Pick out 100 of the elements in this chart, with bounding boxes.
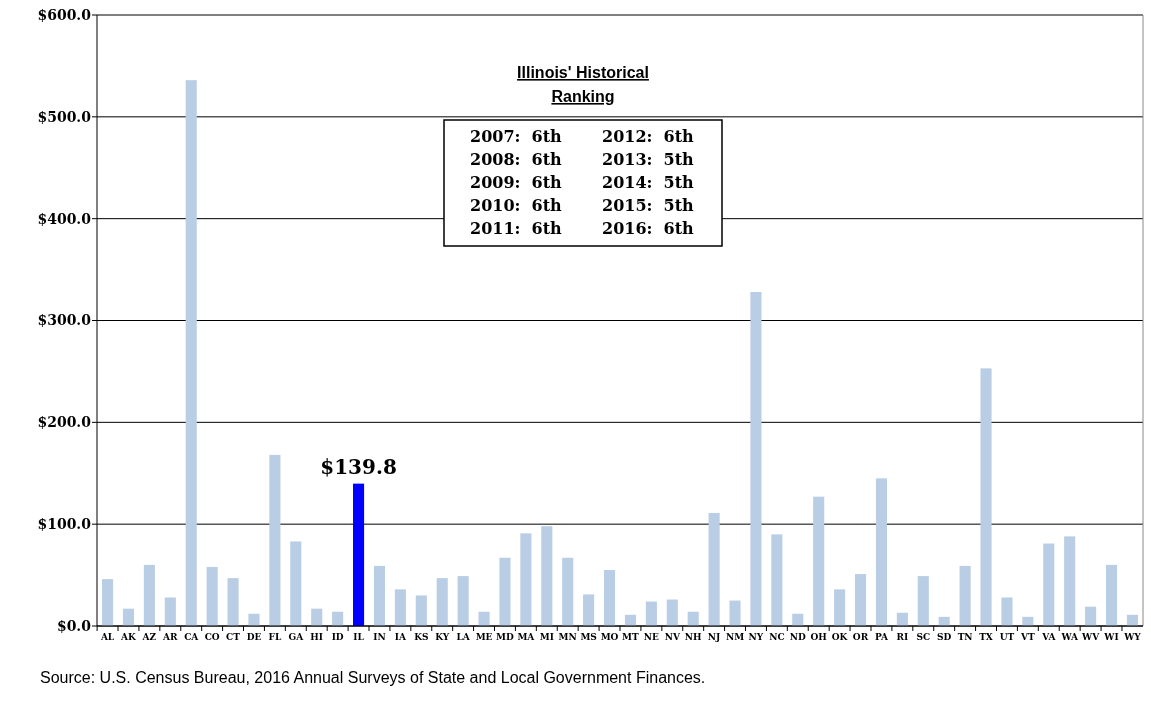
bar [813, 496, 825, 626]
annotation: 2010: 6th [470, 196, 563, 215]
bar [248, 613, 260, 626]
annotation: 2014: 5th [602, 173, 695, 192]
bar [1001, 597, 1013, 626]
y-tick-label: $200.0 [37, 414, 92, 431]
x-tick-label: CT [226, 632, 241, 642]
bar [792, 613, 804, 626]
bar [185, 80, 197, 626]
x-tick-label: ME [475, 632, 493, 642]
annotation: 2013: 5th [602, 150, 695, 169]
bar [875, 478, 887, 626]
bar [143, 564, 155, 626]
annotation: 2012: 6th [602, 127, 695, 146]
annotation: 2016: 6th [602, 219, 695, 238]
bar [959, 565, 971, 626]
source-note: Source: U.S. Census Bureau, 2016 Annual Surveys of State and Local Government Finances. [40, 669, 706, 686]
y-tick-label: $400.0 [37, 210, 92, 227]
y-tick-label: $300.0 [37, 312, 92, 329]
x-tick-label: NE [643, 632, 660, 642]
bar [980, 368, 992, 626]
x-tick-label: SC [916, 632, 931, 642]
x-tick-label: KS [414, 632, 429, 642]
x-tick-label: DE [246, 632, 262, 642]
bar [562, 557, 574, 626]
x-tick-label: UT [999, 632, 1015, 642]
x-tick-label: HI [310, 632, 324, 642]
bar [164, 597, 176, 626]
bar [332, 611, 344, 626]
x-tick-label: WY [1123, 632, 1142, 642]
bar [122, 608, 135, 626]
bar [729, 600, 741, 626]
y-tick-label: $600.0 [37, 6, 92, 23]
x-tick-label: VT [1020, 632, 1035, 642]
y-tick-label: $0.0 [56, 617, 92, 634]
bar [290, 541, 302, 626]
bar [499, 557, 511, 626]
x-tick-label: MS [580, 632, 597, 642]
annotation: Illinois' Historical [517, 64, 649, 81]
bar [102, 579, 114, 626]
x-tick-label: NM [725, 632, 745, 642]
y-tick-label: $500.0 [37, 108, 92, 125]
x-tick-label: OK [831, 632, 849, 642]
y-tick-label: $100.0 [37, 516, 92, 533]
x-tick-label: NY [748, 632, 764, 642]
bar [687, 611, 699, 626]
x-tick-label: NV [664, 632, 681, 642]
bar [896, 612, 908, 626]
x-tick-label: MD [496, 632, 515, 642]
x-tick-label: WV [1081, 632, 1101, 642]
x-tick-label: LA [456, 632, 471, 642]
bar [1105, 564, 1118, 626]
bar [750, 291, 762, 626]
bar [1064, 536, 1076, 626]
bar [436, 578, 448, 626]
bar [227, 578, 239, 626]
bar [415, 595, 427, 626]
x-tick-label: IL [353, 632, 365, 642]
x-tick-label: AK [120, 632, 138, 642]
bar [541, 526, 553, 626]
annotation: 2015: 5th [602, 196, 695, 215]
x-tick-label: OR [852, 632, 869, 642]
x-tick-label: AR [162, 632, 179, 642]
x-tick-label: WA [1060, 632, 1079, 642]
x-tick-label: MT [622, 632, 640, 642]
annotation: Ranking [551, 88, 615, 105]
bar [206, 566, 218, 626]
bar [917, 576, 929, 626]
x-tick-label: NC [769, 632, 785, 642]
bar [353, 483, 365, 626]
x-tick-label: CA [184, 632, 200, 642]
bar [645, 601, 657, 626]
x-tick-label: SD [937, 632, 952, 642]
bar [311, 608, 323, 626]
x-tick-label: MN [558, 632, 577, 642]
x-tick-label: MA [517, 632, 536, 642]
bar [269, 454, 281, 626]
x-tick-label: TX [979, 632, 993, 642]
x-tick-label: RI [896, 632, 909, 642]
x-tick-label: MI [539, 632, 554, 642]
x-tick-label: AZ [141, 632, 157, 642]
x-tick-label: MO [600, 632, 619, 642]
x-tick-label: NH [684, 632, 703, 642]
x-tick-label: KY [435, 632, 450, 642]
annotation: 2007: 6th [470, 127, 563, 146]
x-tick-label: ND [789, 632, 806, 642]
bar [394, 589, 406, 626]
bar [854, 574, 867, 626]
x-tick-label: ID [331, 632, 344, 642]
x-tick-label: PA [874, 632, 890, 642]
x-tick-label: OH [810, 632, 828, 642]
annotation: 2008: 6th [470, 150, 563, 169]
annotation: 2011: 6th [470, 219, 563, 238]
bar [583, 594, 595, 626]
data-label: $139.8 [320, 454, 397, 479]
x-tick-label: VA [1041, 632, 1057, 642]
x-tick-label: AL [99, 632, 115, 642]
bar [457, 576, 469, 626]
x-tick-label: FL [268, 632, 282, 642]
x-tick-label: IA [394, 632, 407, 642]
